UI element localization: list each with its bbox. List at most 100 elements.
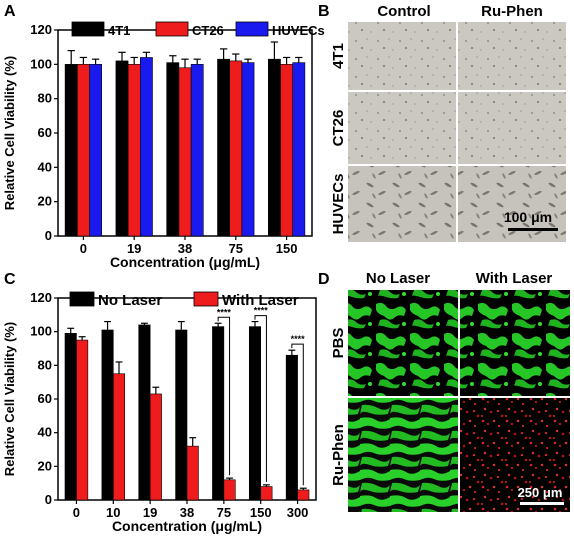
y-tick-label: 120 xyxy=(30,290,52,305)
bar-ct26 xyxy=(178,67,192,237)
legend-swatch xyxy=(235,21,269,37)
bar-4t1 xyxy=(115,60,129,237)
y-tick-label: 100 xyxy=(30,56,52,71)
y-tick-label: 120 xyxy=(30,22,52,37)
bar-ct26 xyxy=(229,60,243,237)
significance-bracket xyxy=(217,316,231,476)
micro-d-ruphen-withlaser xyxy=(460,398,570,512)
legend-label: With Laser xyxy=(222,292,299,309)
bar-no-laser xyxy=(285,354,298,501)
bar-with-laser xyxy=(149,393,162,501)
bar-no-laser xyxy=(64,333,77,501)
micro-b-4t1-control xyxy=(348,22,456,90)
panel-letter-c: C xyxy=(4,271,16,288)
micro-d-col-withlaser: With Laser xyxy=(476,270,553,287)
micro-d-col-nolaser: No Laser xyxy=(366,270,430,287)
x-tick-label: 150 xyxy=(250,505,272,520)
bar-no-laser xyxy=(138,324,151,501)
bar-huvecs xyxy=(292,62,306,237)
micro-b-ct26-ruphen xyxy=(458,92,566,164)
bar-no-laser xyxy=(248,326,262,501)
y-tick-label: 20 xyxy=(38,194,52,209)
x-tick-label: 300 xyxy=(287,505,309,520)
significance-bracket xyxy=(254,315,267,482)
legend-label: No Laser xyxy=(98,292,162,309)
micro-b-huvecs-control xyxy=(348,166,456,242)
bar-huvecs xyxy=(89,64,102,237)
y-tick-label: 0 xyxy=(45,492,52,507)
x-tick-label: 19 xyxy=(127,241,141,256)
micro-d-pbs-nolaser xyxy=(348,290,458,396)
bar-4t1 xyxy=(166,62,180,237)
y-tick-label: 60 xyxy=(38,391,52,406)
panel-letter-b: B xyxy=(318,3,330,20)
bar-no-laser xyxy=(101,329,114,501)
micro-b-scale-label: 100 μm xyxy=(504,209,552,225)
micro-b-scale-bar xyxy=(508,228,558,231)
panel-letter-d: D xyxy=(318,271,330,288)
bar-no-laser xyxy=(212,326,225,501)
significance-label: **** xyxy=(217,307,232,317)
y-tick-label: 40 xyxy=(38,425,52,440)
bar-ct26 xyxy=(280,64,293,237)
y-tick-label: 60 xyxy=(38,125,52,140)
x-tick-label: 0 xyxy=(73,505,80,520)
micro-d-row-ruphen: Ru-Phen xyxy=(330,424,347,486)
legend-swatch xyxy=(71,21,105,37)
bar-with-laser xyxy=(76,339,89,501)
bar-no-laser xyxy=(175,329,188,501)
bar-4t1 xyxy=(217,58,231,237)
legend-swatch xyxy=(69,291,95,307)
bar-huvecs xyxy=(190,64,204,237)
y-axis-label: Relative Cell Viability (%) xyxy=(2,56,17,210)
bar-4t1 xyxy=(268,58,281,237)
bar-ct26 xyxy=(127,64,141,237)
bar-huvecs xyxy=(241,62,255,237)
micro-b-4t1-ruphen xyxy=(458,22,566,90)
legend-swatch xyxy=(155,21,189,37)
bar-with-laser xyxy=(186,445,199,501)
y-tick-label: 100 xyxy=(30,324,52,339)
micrograph-panel-d: No Laser With Laser PBS Ru-Phen 250 μm xyxy=(330,270,570,512)
panel-letter-a: A xyxy=(4,3,16,20)
y-tick-label: 0 xyxy=(45,228,52,243)
x-tick-label: 75 xyxy=(229,241,243,256)
bar-with-laser xyxy=(297,489,310,501)
x-tick-label: 10 xyxy=(106,505,120,520)
bar-ct26 xyxy=(77,64,90,237)
significance-label: **** xyxy=(254,306,269,316)
chart-c: 0 20 40 60 80 100 120 0 10 19 38 75 150 300 Concentrat… xyxy=(2,290,317,534)
x-tick-label: 150 xyxy=(276,241,298,256)
x-tick-label: 38 xyxy=(178,241,192,256)
micrograph-panel-b: Control Ru-Phen 4T1 CT26 HUVECs 100 μm xyxy=(330,3,566,242)
x-tick-label: 75 xyxy=(217,505,231,520)
x-axis-label: Concentration (μg/mL) xyxy=(112,518,262,534)
significance-label: **** xyxy=(291,334,306,344)
legend-label: HUVECs xyxy=(272,23,325,38)
micro-d-ruphen-nolaser xyxy=(348,398,458,512)
bar-with-laser xyxy=(260,486,273,501)
y-tick-label: 80 xyxy=(38,91,52,106)
y-tick-label: 40 xyxy=(38,159,52,174)
micro-b-row-huvecs: HUVECs xyxy=(330,174,347,235)
micro-b-row-4t1: 4T1 xyxy=(330,43,347,69)
bar-huvecs xyxy=(139,57,153,237)
y-axis-label: Relative Cell Viability (%) xyxy=(2,322,17,476)
bar-4t1 xyxy=(64,64,78,237)
y-tick-label: 80 xyxy=(38,357,52,372)
bar-with-laser xyxy=(112,373,126,501)
x-axis-label: Concentration (μg/mL) xyxy=(110,254,260,270)
micro-d-scale-bar xyxy=(520,502,564,505)
legend-swatch xyxy=(193,291,219,307)
legend-label: 4T1 xyxy=(108,23,130,38)
micro-b-col-ruphen: Ru-Phen xyxy=(481,3,543,20)
micro-b-row-ct26: CT26 xyxy=(330,110,347,147)
x-tick-label: 19 xyxy=(143,505,157,520)
significance-bracket xyxy=(291,343,304,486)
bar-with-laser xyxy=(223,479,236,501)
micro-d-pbs-withlaser xyxy=(460,290,570,396)
chart-a: 0 20 40 60 80 100 120 0 19 38 75 150 Concentration (… xyxy=(2,21,325,270)
x-tick-label: 38 xyxy=(180,505,194,520)
x-tick-label: 0 xyxy=(80,241,87,256)
